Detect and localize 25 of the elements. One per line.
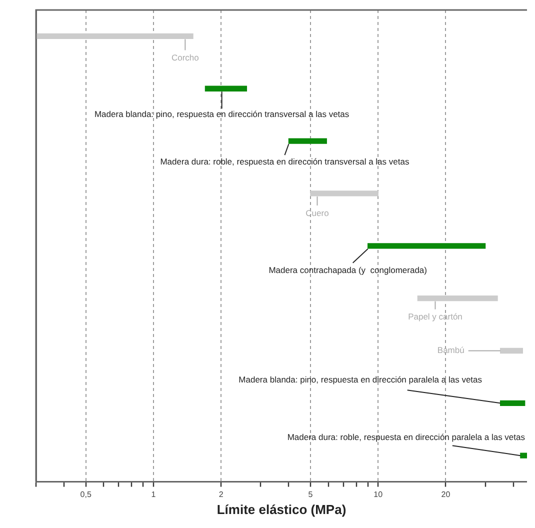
annotation: Madera contrachapada (y conglomerada) — [268, 265, 428, 276]
bar — [417, 295, 498, 302]
annotation: Madera blanda: pino, respuesta en dirección transversal a las vetas — [94, 108, 350, 119]
bar — [36, 33, 194, 40]
bar — [520, 452, 527, 458]
annotation: Madera dura: roble, respuesta en dirección paralela a las vetas — [287, 432, 526, 442]
annotation: Madera dura: roble, respuesta en dirección transversal a las vetas — [160, 156, 410, 166]
annotation: Corcho — [171, 52, 200, 63]
annotation: Bambú — [437, 345, 465, 356]
x-tick-label: 20 — [441, 490, 451, 499]
x-tick-label: 5 — [308, 490, 314, 499]
x-tick-label: 10 — [374, 490, 384, 499]
bar — [500, 348, 523, 354]
bar — [500, 400, 526, 406]
annotation: Madera blanda: pino, respuesta en dirección paralela a las vetas — [238, 374, 482, 385]
bar — [204, 86, 248, 92]
annotation: Cuero — [306, 208, 330, 218]
bar — [310, 190, 378, 196]
x-tick-label: 1 — [151, 490, 156, 499]
bar — [368, 243, 486, 249]
x-tick-label: 2 — [218, 490, 224, 499]
x-axis-title: Límite elástico (MPa) — [216, 502, 346, 517]
annotation: Papel y cartón — [408, 312, 463, 322]
x-tick-label: 0,5 — [80, 490, 92, 499]
bar — [288, 138, 327, 144]
